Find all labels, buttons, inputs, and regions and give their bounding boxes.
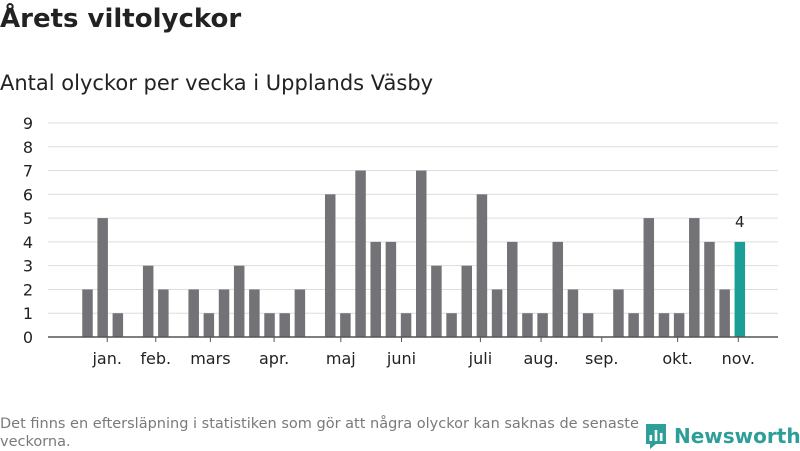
bar [370,241,381,337]
bar [507,241,518,337]
y-tick-label: 5 [23,209,33,228]
bar [218,289,230,337]
chart-subtitle: Antal olyckor per vecka i Upplands Väsby [0,71,434,95]
bar [628,313,639,337]
bar [704,241,715,337]
x-tick-label: juli [468,349,492,368]
bar [476,194,488,337]
data-label: 4 [735,213,745,231]
x-tick-label: aug. [523,349,558,368]
x-tick-label: apr. [259,349,289,368]
bar [188,289,199,337]
bar [324,194,336,337]
bar [734,241,746,337]
footnote: Det finns en eftersläpning i statistiken… [0,416,639,450]
bar [294,289,306,337]
x-tick-label: maj [326,349,356,368]
x-tick-label: sep. [585,349,618,368]
bar [400,313,412,337]
bar-chart: 0 1 2 3 4 5 6 7 8 9 4 jan. feb. mars apr. maj juni juli au… [23,114,778,368]
bar [446,313,457,337]
bar [264,313,275,337]
bar [537,313,548,337]
x-tick-label: juni [386,349,416,368]
x-tick-label: mars [190,349,230,368]
bar [203,313,215,337]
bar [461,265,472,337]
bar [340,313,351,337]
bar [567,289,579,337]
newsworthy-logo-icon [646,424,666,449]
bar [415,170,427,337]
x-tick-label: feb. [140,349,171,368]
y-tick-label: 7 [23,162,33,181]
brand-name: Newsworthy [674,424,800,448]
bar [491,289,503,337]
y-tick-label: 8 [23,138,33,157]
x-tick-label: okt. [662,349,692,368]
bar [582,313,594,337]
bar [719,289,730,337]
bar [112,313,124,337]
newsworthy-brand[interactable]: Newsworthy [644,421,800,451]
y-tick-label: 4 [23,233,33,252]
bar [385,241,397,337]
bar [431,265,442,337]
x-tick-label: nov. [722,349,755,368]
bar [673,313,685,337]
bar [158,289,169,337]
y-tick-label: 9 [23,114,33,133]
bar [249,289,260,337]
bar [355,170,366,337]
bar [689,218,700,337]
bar [552,241,564,337]
bar [233,265,245,337]
x-tick-label: jan. [91,349,121,368]
y-tick-label: 6 [23,185,33,204]
bar [613,289,624,337]
y-tick-label: 1 [23,304,33,323]
bar [658,313,670,337]
bar [82,289,93,337]
y-tick-label: 3 [23,257,33,276]
bar [142,265,154,337]
bar [522,313,533,337]
y-tick-label: 0 [23,328,33,347]
bar [279,313,290,337]
chart-title: Årets viltolyckor [0,4,242,34]
bar [643,218,655,337]
bar [97,218,108,337]
y-tick-label: 2 [23,280,33,299]
